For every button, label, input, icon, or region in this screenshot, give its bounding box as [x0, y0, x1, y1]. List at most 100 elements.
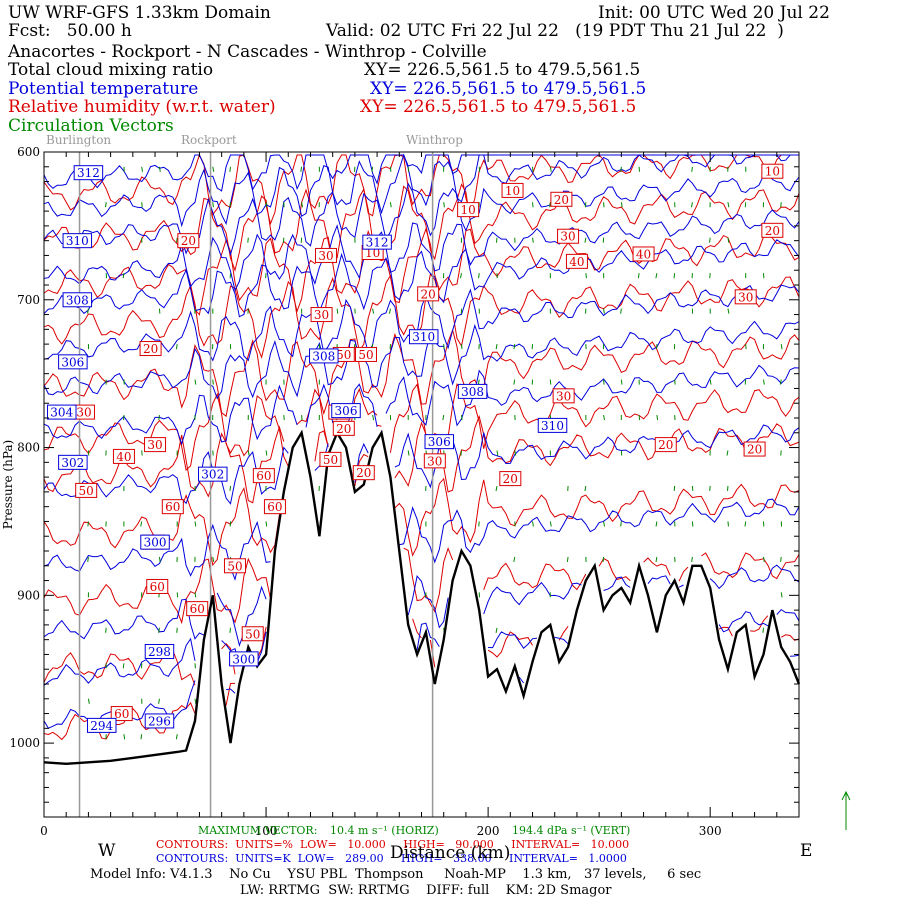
station-burlington: Burlington	[46, 133, 112, 147]
circulation-vector	[477, 379, 480, 385]
rh-contour-label: 20	[356, 466, 371, 480]
rh-contour-label-box	[263, 499, 286, 515]
theta-contour-label: 304	[50, 406, 73, 420]
circulation-vector	[780, 450, 782, 456]
circulation-vector	[690, 202, 693, 208]
circulation-vector	[442, 414, 445, 421]
terrain-line	[43, 429, 801, 766]
rh-contour-label: 50	[245, 627, 260, 641]
circulation-vector	[105, 202, 107, 208]
circulation-vector	[495, 627, 498, 633]
rh-contour-label: 20	[336, 422, 351, 436]
circulation-vector	[141, 166, 144, 172]
rh-contour-label-box	[139, 341, 162, 357]
circulation-vector	[158, 166, 161, 172]
theta-contour	[43, 498, 800, 581]
theta-contour-label: 312	[77, 166, 100, 180]
theta-contour-label: 300	[232, 652, 255, 666]
rh-contour-label: 10	[505, 184, 520, 198]
rh-contour-label: 50	[323, 453, 338, 467]
circulation-vector	[478, 273, 480, 279]
circulation-vector	[87, 556, 89, 562]
circulation-vector	[532, 521, 534, 527]
rh-contour-label-box	[501, 182, 524, 198]
rh-contour-label-box	[112, 448, 135, 464]
theta-contour	[43, 424, 800, 505]
theta-contour-label-box	[424, 434, 455, 450]
circulation-vector	[620, 521, 622, 527]
x-tick-label: 100	[255, 824, 278, 838]
rh-contour	[43, 183, 800, 272]
theta-contour-label-box	[309, 348, 339, 364]
x-tick-label: 300	[699, 824, 722, 838]
theta-contour-label-box	[58, 454, 88, 470]
valid-time: Valid: 02 UTC Fri 22 Jul 22 (19 PDT Thu …	[326, 21, 784, 41]
circulation-vector	[443, 202, 445, 208]
theta-contour-label: 306	[428, 435, 451, 449]
west-label: W	[98, 841, 116, 861]
theta-contour	[43, 284, 800, 362]
rh-contour-label-box	[499, 471, 522, 487]
circulation-vector	[212, 556, 215, 563]
theta-contour-label: 302	[61, 456, 84, 470]
circulation-vector	[194, 379, 197, 385]
circulation-vector	[637, 273, 640, 279]
circulation-vector	[212, 379, 214, 385]
circulation-vector	[691, 556, 693, 562]
rh-contour-label: 30	[556, 389, 571, 403]
circulation-vector	[674, 379, 676, 385]
rh-contour-label: 20	[503, 472, 518, 486]
rh-contour-label: 60	[256, 469, 271, 483]
rh-contour-label-box	[186, 601, 209, 617]
theta-contour	[43, 320, 800, 400]
rh-contour-label: 20	[658, 438, 673, 452]
y-tick-label: 900	[17, 588, 40, 602]
rh-contour-label: 50	[227, 559, 242, 573]
circulation-vector	[727, 237, 730, 243]
rh-contour-info: CONTOURS: UNITS=% LOW= 10.000 HIGH= 90.0…	[156, 838, 630, 851]
theta-contour-label: 298	[148, 645, 171, 659]
rh-contour-label: 30	[314, 308, 329, 322]
rh-contour-label-box	[761, 222, 784, 238]
y-tick-label: 800	[17, 441, 40, 455]
rh-contour-label: 20	[181, 234, 196, 248]
circulation-vector	[513, 379, 516, 385]
legend-rh-xy: XY= 226.5,561.5 to 479.5,561.5	[360, 97, 637, 117]
rh-contour-label: 20	[765, 224, 780, 238]
rh-contour-label-box	[550, 191, 573, 207]
theta-contour-label-box	[47, 404, 77, 420]
circulation-vector	[549, 166, 552, 172]
circulation-vector	[727, 308, 730, 314]
station-winthrop: Winthrop	[406, 133, 463, 147]
circulation-vector	[656, 414, 659, 421]
theta-contour	[43, 564, 800, 648]
circulation-vector	[495, 344, 498, 350]
theta-contour-label-box	[198, 466, 228, 482]
circulation-vector	[300, 166, 303, 172]
theta-contour-label: 310	[66, 234, 89, 248]
circulation-vector	[105, 627, 107, 633]
circulation-vector	[158, 698, 160, 704]
circulation-vector	[158, 556, 161, 562]
circulation-vector	[460, 344, 463, 350]
circulation-vector	[247, 450, 250, 456]
circulation-vector	[140, 521, 143, 527]
circulation-vector	[389, 308, 391, 314]
rh-contour	[43, 153, 799, 226]
theta-contour-label: 308	[66, 293, 89, 307]
theta-contour	[43, 239, 800, 318]
rh-contour-label-box	[743, 441, 766, 457]
y-tick-label: 700	[17, 293, 40, 307]
rh-contour-label-box	[417, 286, 440, 302]
circulation-vector	[532, 237, 534, 243]
circulation-vector	[265, 450, 268, 456]
station-rockport: Rockport	[181, 133, 237, 147]
rh-contour-label: 40	[636, 247, 651, 261]
rh-contour-label: 60	[114, 707, 129, 721]
rh-contour-label: 40	[116, 450, 131, 464]
y-axis-label: Pressure (hPa)	[1, 440, 15, 529]
circulation-vector	[762, 627, 764, 633]
circulation-vector	[87, 698, 90, 704]
rh-contour-label: 60	[165, 500, 180, 514]
circulation-vector	[140, 734, 143, 740]
